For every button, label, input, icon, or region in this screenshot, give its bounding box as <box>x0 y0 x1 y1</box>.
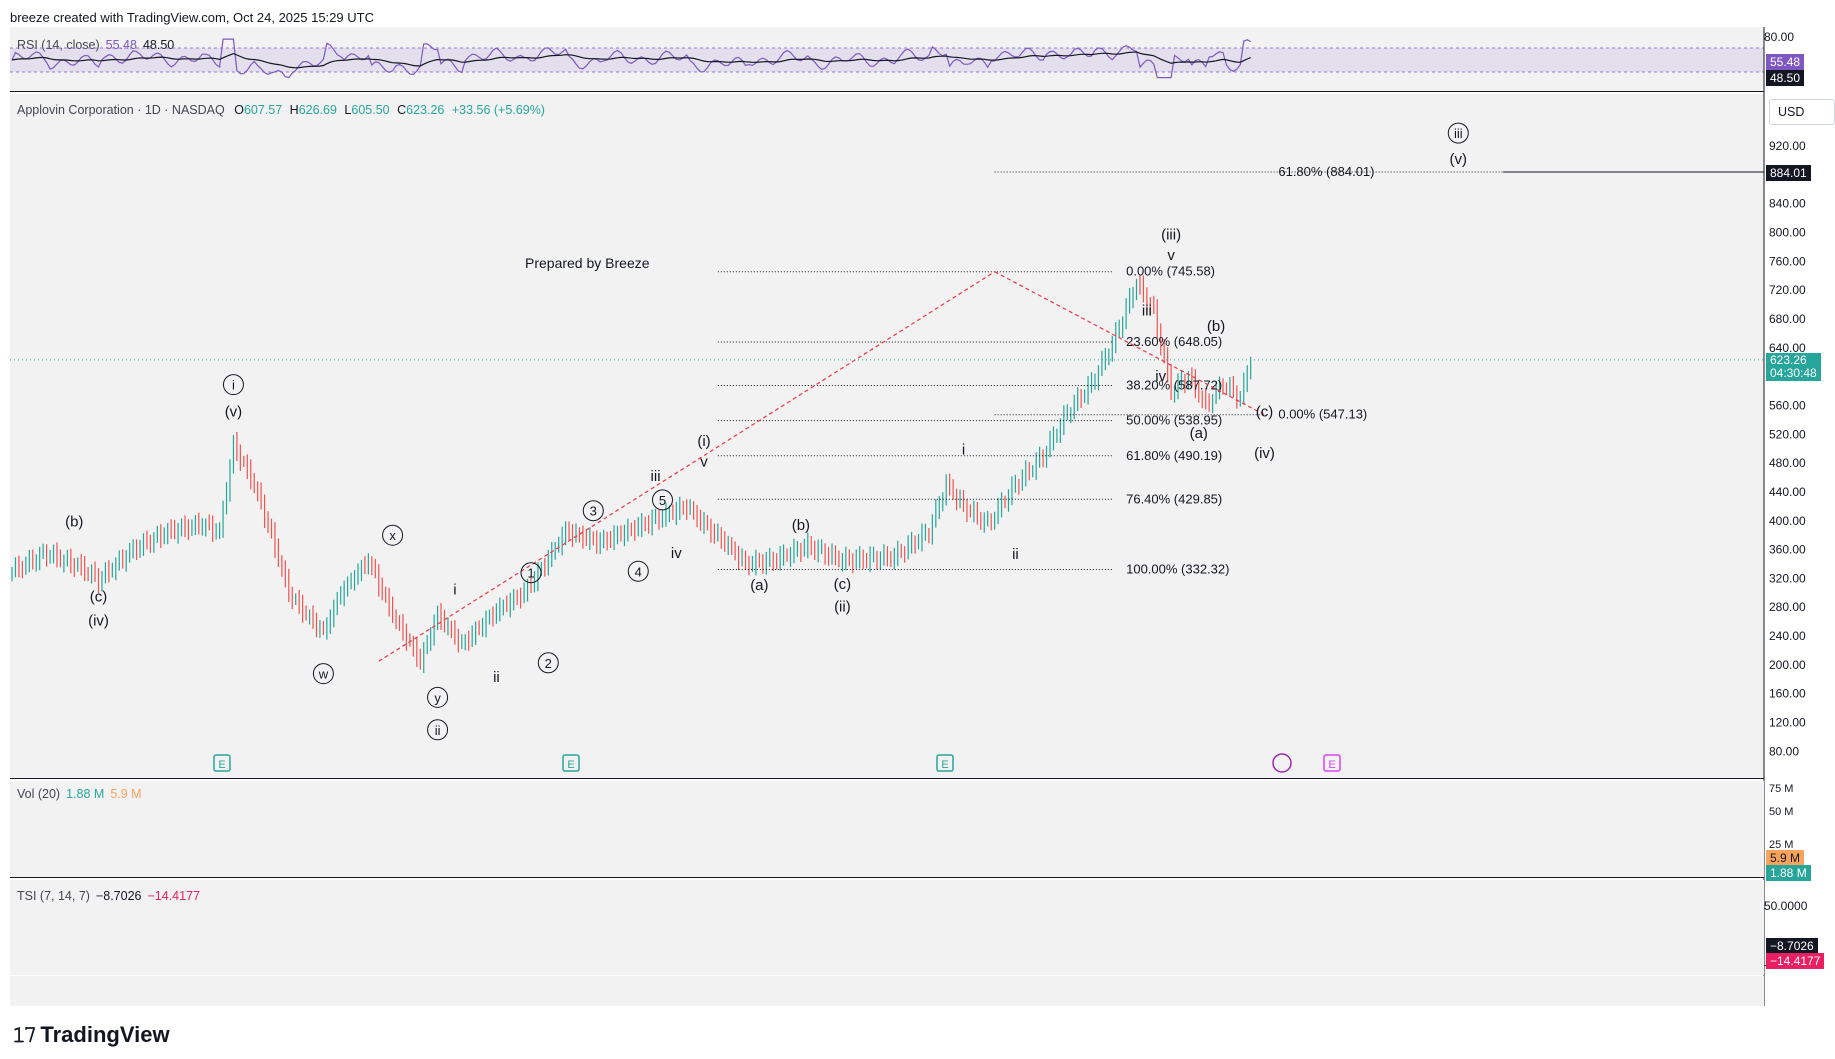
price-pane <box>10 94 1764 779</box>
last-price-tag: 623.26 04:30:48 <box>1766 353 1821 381</box>
change-value: +33.56 (+5.69%) <box>451 103 545 117</box>
rsi-axis-80: 80.00 <box>1764 30 1795 44</box>
tsi-legend[interactable]: TSI (7, 14, 7) −8.7026 −14.4177 <box>17 889 200 903</box>
tsi-value: −8.7026 <box>95 889 142 903</box>
price-axis-label: 680.00 <box>1769 312 1806 326</box>
volume-ma-tag: 5.9 M <box>1766 850 1805 866</box>
rsi-ma-tag: 48.50 <box>1766 70 1805 86</box>
rsi-tag: 55.48 <box>1766 54 1805 70</box>
volume-value: 1.88 M <box>66 787 105 801</box>
last-price-value: 623.26 <box>1770 353 1807 367</box>
chart-attribution: breeze created with TradingView.com, Oct… <box>10 10 374 25</box>
price-axis-label: 120.00 <box>1769 716 1806 730</box>
bar-countdown: 04:30:48 <box>1770 366 1817 380</box>
low-value: 605.50 <box>351 103 390 117</box>
low-label: L <box>344 103 352 117</box>
volume-axis-label: 75 M <box>1769 783 1793 795</box>
price-axis-label: 400.00 <box>1769 514 1806 528</box>
rsi-ma-value: 48.50 <box>142 38 175 52</box>
high-value: 626.69 <box>298 103 337 117</box>
price-axis-label: 280.00 <box>1769 600 1806 614</box>
currency-button[interactable]: USD <box>1769 99 1835 125</box>
tsi-label: TSI (7, 14, 7) <box>17 889 90 903</box>
price-axis-label: 800.00 <box>1769 225 1806 239</box>
price-axis-label: 480.00 <box>1769 456 1806 470</box>
price-axis-label: 560.00 <box>1769 398 1806 412</box>
high-label: H <box>289 103 299 117</box>
close-value: 623.26 <box>406 103 445 117</box>
ohlc-legend[interactable]: Applovin Corporation · 1D · NASDAQ O607.… <box>17 103 545 117</box>
rsi-pane: RSI (14, close) 55.48 48.50 <box>10 27 1764 92</box>
logo-text: TradingView <box>40 1022 170 1047</box>
tsi-signal: −14.4177 <box>147 889 200 903</box>
symbol-title: Applovin Corporation · 1D · NASDAQ <box>17 103 225 117</box>
close-label: C <box>397 103 407 117</box>
tsi-pane <box>10 880 1764 975</box>
price-axis-label: 80.00 <box>1769 744 1799 758</box>
open-label: O <box>234 103 244 117</box>
volume-pane <box>10 781 1764 878</box>
time-axis[interactable] <box>10 976 1764 1006</box>
volume-tag: 1.88 M <box>1766 865 1811 881</box>
price-axis-label: 760.00 <box>1769 254 1806 268</box>
price-axis-label: 720.00 <box>1769 283 1806 297</box>
price-axis-label: 160.00 <box>1769 687 1806 701</box>
price-axis-label: 360.00 <box>1769 543 1806 557</box>
volume-axis-label: 50 M <box>1769 806 1793 818</box>
tsi-signal-tag: −14.4177 <box>1766 953 1825 969</box>
rsi-value: 55.48 <box>105 38 137 52</box>
fib-price-tag: 884.01 <box>1766 165 1811 181</box>
tsi-tag: −8.7026 <box>1766 938 1818 954</box>
price-axis-label: 840.00 <box>1769 197 1806 211</box>
price-axis-label: 920.00 <box>1769 139 1806 153</box>
volume-legend[interactable]: Vol (20) 1.88 M 5.9 M <box>17 787 142 801</box>
price-axis-label: 440.00 <box>1769 485 1806 499</box>
tsi-axis-50: 50.0000 <box>1764 899 1808 913</box>
tradingview-logo-icon: 𝟷𝟽 <box>12 1022 37 1047</box>
volume-ma: 5.9 M <box>110 787 142 801</box>
price-axis-label: 200.00 <box>1769 658 1806 672</box>
tradingview-logo: 𝟷𝟽 TradingView <box>12 1022 170 1048</box>
open-value: 607.57 <box>243 103 283 117</box>
rsi-legend[interactable]: RSI (14, close) 55.48 48.50 <box>17 38 174 52</box>
rsi-label: RSI (14, close) <box>17 38 100 52</box>
price-axis-label: 240.00 <box>1769 629 1806 643</box>
price-axis-label: 520.00 <box>1769 427 1806 441</box>
price-axis-label: 320.00 <box>1769 571 1806 585</box>
volume-label: Vol (20) <box>17 787 61 801</box>
